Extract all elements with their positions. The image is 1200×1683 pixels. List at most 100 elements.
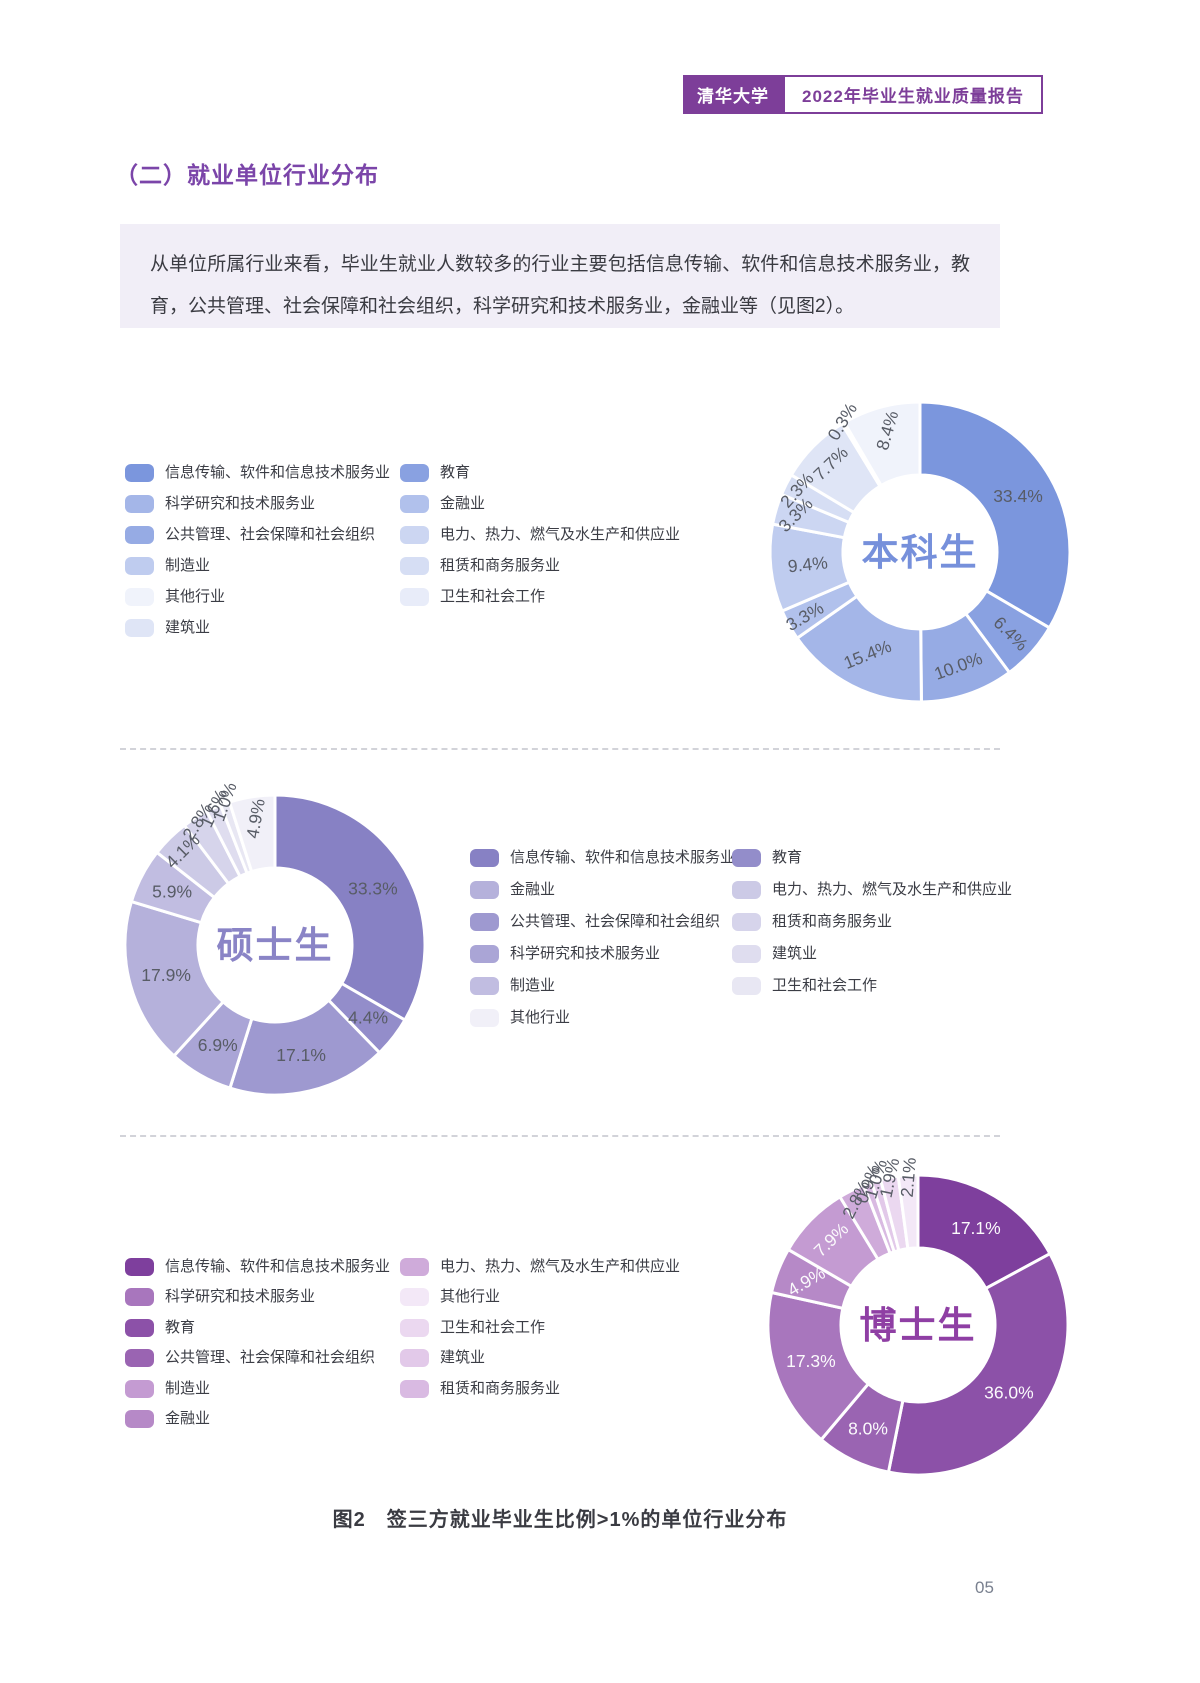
- slice-label: 8.0%: [848, 1419, 888, 1439]
- master-legend-item: 信息传输、软件和信息技术服务业: [470, 849, 735, 867]
- master-donut-center-label: 硕士生: [217, 925, 334, 966]
- legend-label: 科学研究和技术服务业: [510, 945, 661, 962]
- doctoral-legend-item: 教育: [125, 1318, 196, 1337]
- legend-label: 其他行业: [165, 588, 226, 605]
- legend-swatch: [732, 977, 761, 995]
- undergraduate-legend-item: 教育: [400, 464, 470, 482]
- doctoral-legend-item: 信息传输、软件和信息技术服务业: [125, 1258, 390, 1276]
- page-number: 05: [975, 1578, 994, 1597]
- legend-swatch: [125, 1410, 154, 1428]
- doctoral-legend-item: 公共管理、社会保障和社会组织: [125, 1349, 376, 1368]
- legend-swatch: [125, 1379, 154, 1398]
- doctoral-legend-item: 建筑业: [400, 1349, 485, 1368]
- legend-swatch: [125, 495, 154, 513]
- doctoral-legend-item: 制造业: [125, 1379, 211, 1398]
- legend-swatch: [400, 495, 429, 513]
- donut-slice: 其他行业 8.4%: [842, 400, 922, 487]
- undergraduate-legend-item: 科学研究和技术服务业: [125, 495, 315, 513]
- legend-swatch: [732, 945, 761, 963]
- undergraduate-legend-item: 制造业: [125, 557, 210, 575]
- undergraduate-legend-item: 信息传输、软件和信息技术服务业: [125, 464, 390, 482]
- slice-label: 33.4%: [993, 486, 1043, 506]
- donut-slice: 教育 36.0%: [886, 1252, 1070, 1477]
- doctoral-donut-chart: 信息传输、软件和信息技术服务业 17.1%教育 36.0%公共管理、社会保障和社…: [766, 1156, 1070, 1477]
- legend-label: 科学研究和技术服务业: [165, 495, 316, 512]
- legend-swatch: [470, 881, 499, 899]
- legend-label: 教育: [165, 1318, 196, 1336]
- master-legend-item: 制造业: [470, 977, 555, 995]
- legend-label: 信息传输、软件和信息技术服务业: [165, 464, 391, 481]
- donut-slice: 其他行业 4.9%: [228, 793, 277, 874]
- legend-swatch: [125, 526, 154, 544]
- legend-label: 信息传输、软件和信息技术服务业: [510, 849, 736, 866]
- undergraduate-legend-item: 电力、热力、燃气及水生产和供应业: [400, 526, 680, 544]
- slice-label: 17.1%: [951, 1218, 1001, 1238]
- legend-swatch: [400, 464, 429, 482]
- legend-swatch: [470, 913, 499, 931]
- slice-label: 17.9%: [141, 965, 191, 985]
- legend-label: 建筑业: [165, 619, 211, 636]
- legend-label: 科学研究和技术服务业: [165, 1288, 316, 1306]
- university-badge: 清华大学: [683, 75, 783, 114]
- legend-swatch: [400, 1258, 429, 1276]
- slice-label: 5.9%: [152, 882, 192, 902]
- master-legend-item: 教育: [732, 849, 802, 867]
- legend-swatch: [470, 849, 499, 867]
- master-donut-chart: 信息传输、软件和信息技术服务业 33.3%教育 4.4%公共管理、社会保障和社会…: [123, 780, 427, 1097]
- undergraduate-legend-item: 租赁和商务服务业: [400, 557, 560, 575]
- legend-label: 卫生和社会工作: [772, 977, 878, 994]
- intro-text: 从单位所属行业来看，毕业生就业人数较多的行业主要包括信息传输、软件和信息技术服务…: [150, 254, 970, 317]
- legend-swatch: [470, 977, 499, 995]
- legend-swatch: [125, 1349, 154, 1368]
- legend-label: 卫生和社会工作: [440, 1318, 546, 1336]
- undergraduate-donut-center-label: 本科生: [862, 532, 979, 573]
- legend-swatch: [400, 1318, 429, 1337]
- legend-label: 制造业: [165, 557, 211, 574]
- master-legend-item: 金融业: [470, 881, 555, 899]
- master-legend-item: 公共管理、社会保障和社会组织: [470, 913, 720, 931]
- legend-label: 其他行业: [440, 1288, 501, 1306]
- donut-slice: 金融业 17.9%: [123, 900, 225, 1058]
- doctoral-legend-item: 卫生和社会工作: [400, 1318, 546, 1337]
- slice-label: 9.4%: [787, 552, 829, 576]
- undergraduate-legend-item: 金融业: [400, 495, 485, 513]
- legend-label: 电力、热力、燃气及水生产和供应业: [772, 881, 1013, 898]
- legend-swatch: [470, 1009, 499, 1027]
- section-heading: （二）就业单位行业分布: [115, 162, 379, 188]
- legend-swatch: [470, 945, 499, 963]
- undergraduate-legend-item: 公共管理、社会保障和社会组织: [125, 526, 375, 544]
- undergraduate-legend-item: 卫生和社会工作: [400, 588, 545, 606]
- legend-swatch: [732, 913, 761, 931]
- legend-label: 租赁和商务服务业: [440, 1379, 561, 1397]
- undergraduate-legend-item: 其他行业: [125, 588, 225, 606]
- legend-swatch: [125, 588, 154, 606]
- section-divider: [120, 748, 1000, 750]
- master-legend-item: 租赁和商务服务业: [732, 913, 892, 931]
- legend-label: 租赁和商务服务业: [440, 557, 561, 574]
- legend-swatch: [125, 619, 154, 637]
- legend-swatch: [400, 526, 429, 544]
- legend-swatch: [400, 588, 429, 606]
- doctoral-legend-item: 科学研究和技术服务业: [125, 1288, 316, 1307]
- legend-label: 租赁和商务服务业: [772, 913, 893, 930]
- section-divider: [120, 1135, 1000, 1137]
- legend-label: 公共管理、社会保障和社会组织: [510, 913, 721, 930]
- legend-label: 教育: [440, 464, 471, 481]
- legend-swatch: [125, 557, 154, 575]
- donut-slice: 其他行业 2.1%: [896, 1173, 920, 1251]
- slice-label: 17.1%: [276, 1045, 326, 1065]
- legend-swatch: [125, 464, 154, 482]
- legend-label: 制造业: [165, 1379, 211, 1397]
- master-legend-item: 科学研究和技术服务业: [470, 945, 660, 963]
- legend-swatch: [125, 1318, 154, 1337]
- legend-label: 建筑业: [772, 945, 818, 962]
- legend-label: 公共管理、社会保障和社会组织: [165, 1349, 376, 1367]
- slice-label: 4.4%: [348, 1008, 388, 1028]
- intro-box: 从单位所属行业来看，毕业生就业人数较多的行业主要包括信息传输、软件和信息技术服务…: [120, 224, 1000, 328]
- slice-label: 2.1%: [897, 1157, 920, 1198]
- slice-label: 33.3%: [348, 879, 398, 899]
- slice-label: 17.3%: [786, 1351, 836, 1371]
- master-legend-item: 卫生和社会工作: [732, 977, 877, 995]
- doctoral-legend-item: 金融业: [125, 1410, 210, 1428]
